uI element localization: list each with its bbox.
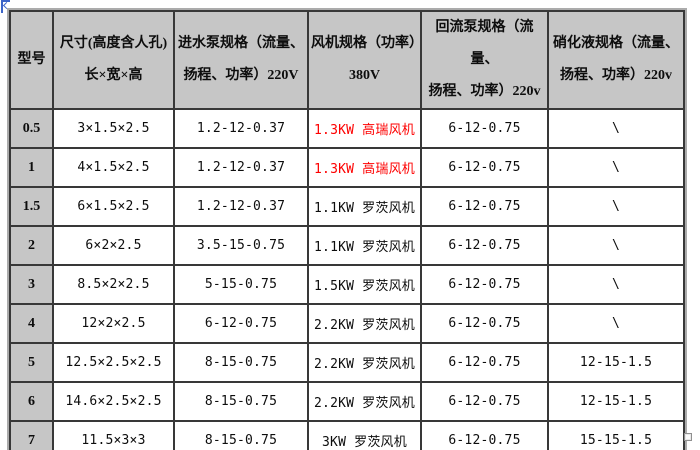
header-inlet-pump-line1: 进水泵规格（流量、: [178, 36, 304, 51]
cell-inlet-pump: 3.5-15-0.75: [173, 225, 309, 266]
header-size-line1: 尺寸(高度含人孔): [59, 36, 168, 51]
cell-model: 0.5: [9, 108, 54, 149]
cell-return-pump: 6-12-0.75: [420, 225, 549, 266]
cell-inlet-pump: 8-15-0.75: [173, 342, 309, 383]
cell-model: 2: [9, 225, 54, 266]
header-nitrified-liquid: 硝化液规格（流量、 扬程、功率）220v: [547, 10, 685, 110]
cell-return-pump: 6-12-0.75: [420, 147, 549, 188]
table-resize-handle[interactable]: [684, 433, 692, 441]
cell-nitrified-liquid: 12-15-1.5: [547, 381, 685, 422]
cell-fan: 1.3KW 高瑞风机: [307, 108, 422, 149]
header-nitrified-liquid-line1: 硝化液规格（流量、: [553, 36, 679, 51]
cell-fan: 1.3KW 高瑞风机: [307, 147, 422, 188]
cell-model: 5: [9, 342, 54, 383]
spec-table: 型号 尺寸(高度含人孔) 长×宽×高 进水泵规格（流量、 扬程、功率）220V 风机…: [9, 10, 685, 450]
table-row: 1.5 6×1.5×2.5 1.2-12-0.37 1.1KW 罗茨风机 6-12-0.…: [9, 186, 685, 227]
cell-nitrified-liquid: \: [547, 108, 685, 149]
cell-return-pump: 6-12-0.75: [420, 420, 549, 450]
cell-size: 8.5×2×2.5: [52, 264, 175, 305]
cell-nitrified-liquid: \: [547, 225, 685, 266]
cell-size: 12×2×2.5: [52, 303, 175, 344]
cell-model: 6: [9, 381, 54, 422]
cell-inlet-pump: 8-15-0.75: [173, 420, 309, 450]
header-fan-line2: 380V: [348, 68, 381, 83]
cell-fan: 1.5KW 罗茨风机: [307, 264, 422, 305]
header-return-pump-line1: 回流泵规格（流量、: [435, 20, 534, 67]
cell-size: 6×1.5×2.5: [52, 186, 175, 227]
cell-inlet-pump: 8-15-0.75: [173, 381, 309, 422]
cell-return-pump: 6-12-0.75: [420, 108, 549, 149]
cell-size: 14.6×2.5×2.5: [52, 381, 175, 422]
table-row: 6 14.6×2.5×2.5 8-15-0.75 2.2KW 罗茨风机 6-12-0.7…: [9, 381, 685, 422]
cell-inlet-pump: 1.2-12-0.37: [173, 147, 309, 188]
header-model-line1: 型号: [17, 52, 46, 67]
cell-nitrified-liquid: \: [547, 303, 685, 344]
cell-size: 12.5×2.5×2.5: [52, 342, 175, 383]
header-fan-line1: 风机规格（功率）: [311, 36, 421, 51]
cell-fan: 2.2KW 罗茨风机: [307, 303, 422, 344]
cell-model: 7: [9, 420, 54, 450]
cell-return-pump: 6-12-0.75: [420, 303, 549, 344]
cell-return-pump: 6-12-0.75: [420, 264, 549, 305]
cell-return-pump: 6-12-0.75: [420, 342, 549, 383]
cell-nitrified-liquid: \: [547, 147, 685, 188]
table-row: 5 12.5×2.5×2.5 8-15-0.75 2.2KW 罗茨风机 6-12-0.7…: [9, 342, 685, 383]
spec-table-body: 0.5 3×1.5×2.5 1.2-12-0.37 1.3KW 高瑞风机 6-12-0.…: [9, 108, 685, 450]
cell-fan: 1.1KW 罗茨风机: [307, 186, 422, 227]
cell-model: 1: [9, 147, 54, 188]
table-row: 7 11.5×3×3 8-15-0.75 3KW 罗茨风机 6-12-0.75 15-15…: [9, 420, 685, 450]
cell-size: 3×1.5×2.5: [52, 108, 175, 149]
table-row: 0.5 3×1.5×2.5 1.2-12-0.37 1.3KW 高瑞风机 6-12-0.…: [9, 108, 685, 149]
cell-inlet-pump: 6-12-0.75: [173, 303, 309, 344]
cell-return-pump: 6-12-0.75: [420, 381, 549, 422]
header-return-pump-line2: 扬程、功率）220v: [428, 84, 541, 99]
cell-size: 4×1.5×2.5: [52, 147, 175, 188]
table-row: 4 12×2×2.5 6-12-0.75 2.2KW 罗茨风机 6-12-0.75 \: [9, 303, 685, 344]
cell-return-pump: 6-12-0.75: [420, 186, 549, 227]
cell-inlet-pump: 1.2-12-0.37: [173, 186, 309, 227]
spec-table-header: 型号 尺寸(高度含人孔) 长×宽×高 进水泵规格（流量、 扬程、功率）220V 风机…: [9, 10, 685, 110]
cell-inlet-pump: 1.2-12-0.37: [173, 108, 309, 149]
cell-size: 11.5×3×3: [52, 420, 175, 450]
table-row: 2 6×2×2.5 3.5-15-0.75 1.1KW 罗茨风机 6-12-0.75 \: [9, 225, 685, 266]
cell-nitrified-liquid: 15-15-1.5: [547, 420, 685, 450]
cell-nitrified-liquid: \: [547, 264, 685, 305]
header-model: 型号: [9, 10, 54, 110]
header-size: 尺寸(高度含人孔) 长×宽×高: [52, 10, 175, 110]
header-row: 型号 尺寸(高度含人孔) 长×宽×高 进水泵规格（流量、 扬程、功率）220V 风机…: [9, 10, 685, 110]
cell-fan: 3KW 罗茨风机: [307, 420, 422, 450]
table-move-handle-icon[interactable]: [1, 0, 10, 13]
header-size-line2: 长×宽×高: [84, 68, 143, 83]
cell-inlet-pump: 5-15-0.75: [173, 264, 309, 305]
table-row: 1 4×1.5×2.5 1.2-12-0.37 1.3KW 高瑞风机 6-12-0.75…: [9, 147, 685, 188]
header-return-pump: 回流泵规格（流量、扬程、功率）220v: [420, 10, 549, 110]
cell-nitrified-liquid: 12-15-1.5: [547, 342, 685, 383]
cell-fan: 2.2KW 罗茨风机: [307, 381, 422, 422]
cell-fan: 2.2KW 罗茨风机: [307, 342, 422, 383]
cell-model: 4: [9, 303, 54, 344]
cell-nitrified-liquid: \: [547, 186, 685, 227]
header-fan: 风机规格（功率） 380V: [307, 10, 422, 110]
cell-model: 3: [9, 264, 54, 305]
cell-size: 6×2×2.5: [52, 225, 175, 266]
header-inlet-pump-line2: 扬程、功率）220V: [183, 68, 299, 83]
table-row: 3 8.5×2×2.5 5-15-0.75 1.5KW 罗茨风机 6-12-0.75 \: [9, 264, 685, 305]
cell-model: 1.5: [9, 186, 54, 227]
header-inlet-pump: 进水泵规格（流量、 扬程、功率）220V: [173, 10, 309, 110]
header-nitrified-liquid-line2: 扬程、功率）220v: [560, 68, 672, 83]
cell-fan: 1.1KW 罗茨风机: [307, 225, 422, 266]
